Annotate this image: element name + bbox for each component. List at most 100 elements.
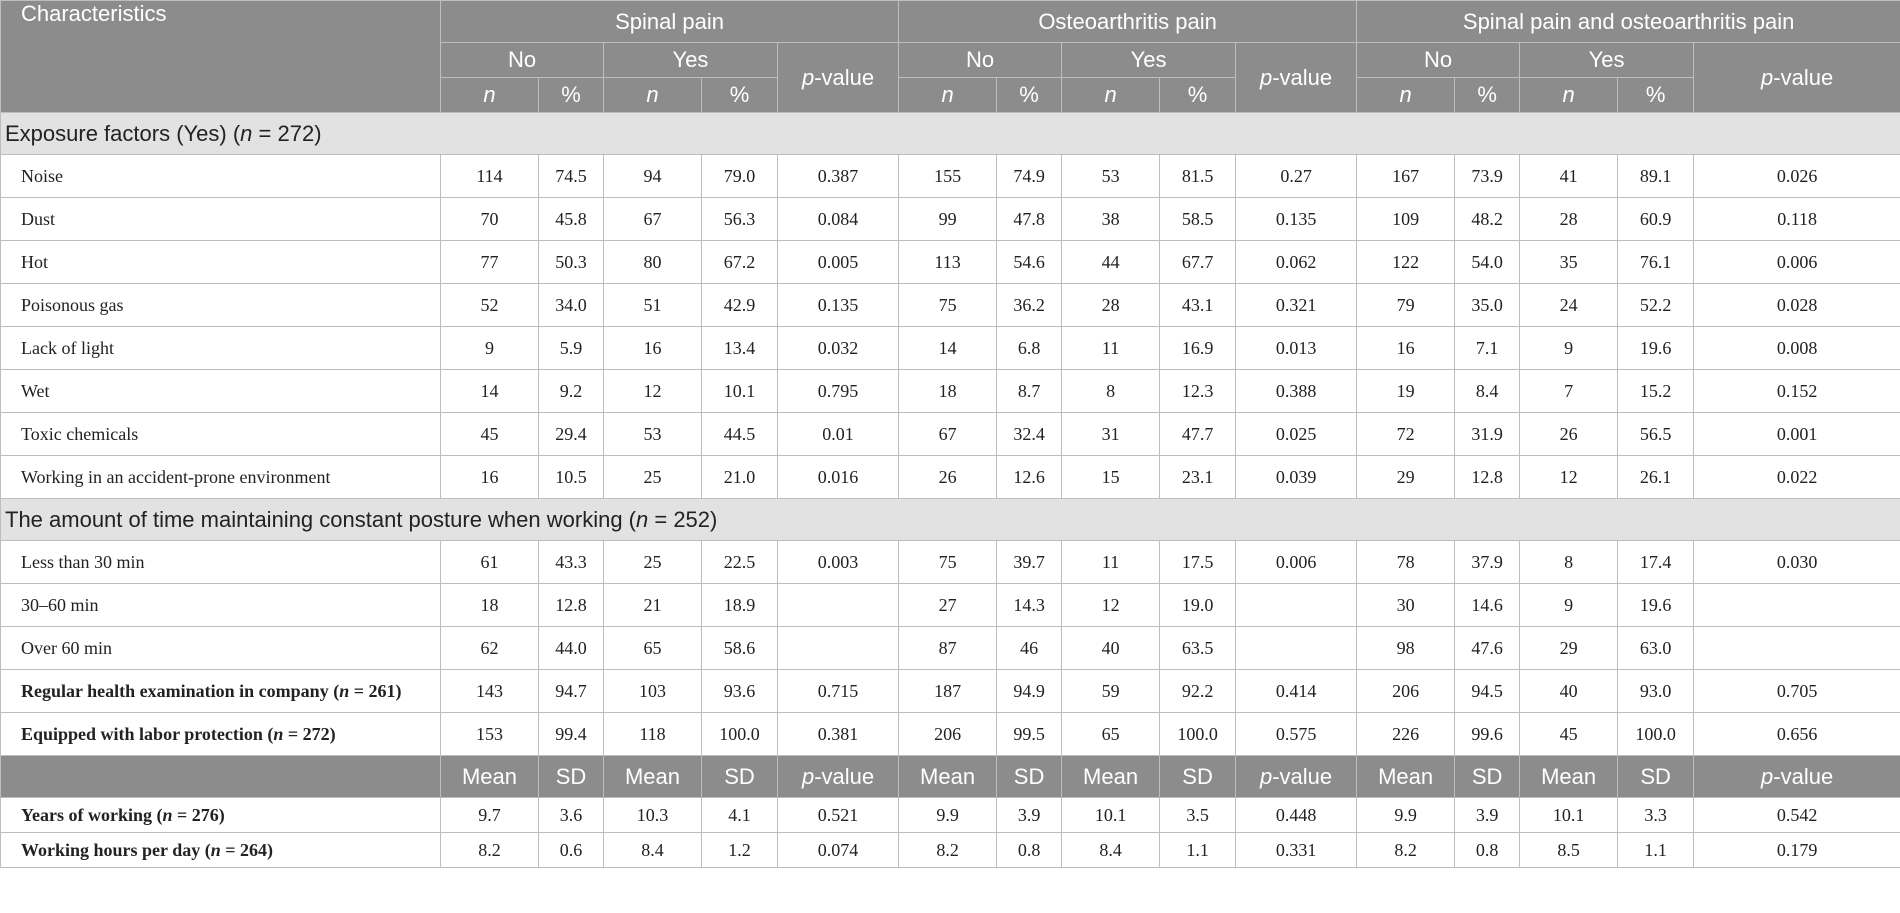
osteo-p-value-cell: 0.025 [1235,412,1358,456]
group-header-osteoarthritis: Osteoarthritis pain [898,0,1358,43]
spinal-yes-pct-cell: 44.5 [701,412,778,456]
osteo-yes-sd-cell: 3.5 [1159,797,1237,833]
section-row-exposure: Exposure factors (Yes) (n = 272) [0,112,1900,155]
spinal-p-value-cell: 0.005 [776,240,900,284]
osteo-yes-n-cell: 53 [1061,154,1161,198]
spinal-yes-n-cell: 51 [603,283,702,327]
spinal-p-value-cell: 0.715 [776,669,900,713]
table-row: Over 60 min 62 44.0 65 58.6 87 46 40 63.5 98 47.6 2… [0,626,1900,670]
spinal-yes-n-cell: 25 [603,455,702,499]
osteo-no-n-cell: 87 [898,626,998,670]
both-yes-pct-cell: 15.2 [1617,369,1695,413]
p-value-header: p-value [776,755,900,798]
both-yes-n-cell: 9 [1519,583,1619,627]
spinal-yes-n-cell: 80 [603,240,702,284]
osteo-no-sd-cell: 0.8 [996,832,1063,868]
spinal-yes-n-cell: 118 [603,712,702,756]
table-row: Toxic chemicals 45 29.4 53 44.5 0.01 67 32.4 31 4… [0,412,1900,456]
pct-header: % [701,77,778,113]
osteo-yes-n-cell: 28 [1061,283,1161,327]
section-title-exposure: Exposure factors (Yes) (n = 272) [0,112,1900,155]
table-row: Lack of light 9 5.9 16 13.4 0.032 14 6.8 11 16.9 0… [0,326,1900,370]
both-no-sd-cell: 0.8 [1454,832,1521,868]
both-yes-sd-cell: 1.1 [1617,832,1695,868]
spinal-no-mean-cell: 8.2 [440,832,539,868]
spinal-p-value-cell: 0.003 [776,540,900,584]
osteo-no-n-cell: 75 [898,540,998,584]
osteo-no-mean-cell: 9.9 [898,797,998,833]
spinal-no-n-cell: 143 [440,669,539,713]
both-p-value-cell: 0.705 [1693,669,1900,713]
row-label: Years of working (n = 276) [0,797,441,833]
both-no-pct-cell: 12.8 [1454,455,1521,499]
spinal-no-pct-cell: 50.3 [538,240,604,284]
osteo-no-pct-cell: 8.7 [996,369,1063,413]
sd-header: SD [1454,755,1521,798]
spinal-yes-pct-cell: 67.2 [701,240,778,284]
osteo-no-n-cell: 155 [898,154,998,198]
spinal-no-n-cell: 62 [440,626,539,670]
osteo-no-n-cell: 113 [898,240,998,284]
exposure-rows: Noise 114 74.5 94 79.0 0.387 155 74.9 53 81.5 0.27… [0,154,1900,499]
spinal-no-pct-cell: 99.4 [538,712,604,756]
osteo-no-n-cell: 187 [898,669,998,713]
both-yes-pct-cell: 63.0 [1617,626,1695,670]
p-value-header: p-value [1693,755,1900,798]
n-header: n [603,77,702,113]
both-yes-mean-cell: 10.1 [1519,797,1619,833]
spinal-no-sd-cell: 0.6 [538,832,604,868]
spinal-p-value-cell: 0.521 [776,797,900,833]
both-p-value-cell: 0.026 [1693,154,1900,198]
spinal-p-value-cell [776,626,900,670]
spinal-no-n-cell: 9 [440,326,539,370]
osteo-yes-pct-cell: 81.5 [1159,154,1237,198]
both-no-n-cell: 98 [1356,626,1456,670]
osteo-yes-pct-cell: 47.7 [1159,412,1237,456]
spinal-yes-n-cell: 12 [603,369,702,413]
mean-header: Mean [1356,755,1456,798]
spinal-no-n-cell: 45 [440,412,539,456]
both-no-pct-cell: 47.6 [1454,626,1521,670]
table-row: Less than 30 min 61 43.3 25 22.5 0.003 75 39.7 1… [0,540,1900,584]
pct-header: % [1159,77,1237,113]
both-yes-n-cell: 26 [1519,412,1619,456]
header-row-mean-sd: Mean SD Mean SD p-value Mean SD Mean SD … [0,755,1900,798]
mean-header: Mean [898,755,998,798]
both-yes-sd-cell: 3.3 [1617,797,1695,833]
osteo-no-pct-cell: 14.3 [996,583,1063,627]
osteo-yes-n-cell: 8 [1061,369,1161,413]
osteo-no-pct-cell: 6.8 [996,326,1063,370]
osteo-p-value-cell: 0.135 [1235,197,1358,241]
spinal-no-n-cell: 14 [440,369,539,413]
osteo-p-value-cell [1235,583,1358,627]
both-no-n-cell: 78 [1356,540,1456,584]
both-no-n-cell: 109 [1356,197,1456,241]
row-label: Regular health examination in company (n… [0,669,441,713]
osteo-yes-pct-cell: 92.2 [1159,669,1237,713]
osteo-yes-n-cell: 11 [1061,540,1161,584]
data-table: Characteristics Spinal pain Osteoarthrit… [0,0,1900,868]
spinal-p-value-cell: 0.135 [776,283,900,327]
spinal-yes-n-cell: 67 [603,197,702,241]
osteo-yes-pct-cell: 17.5 [1159,540,1237,584]
osteo-yes-n-cell: 15 [1061,455,1161,499]
both-yes-pct-cell: 52.2 [1617,283,1695,327]
osteo-yes-pct-cell: 23.1 [1159,455,1237,499]
both-yes-pct-cell: 56.5 [1617,412,1695,456]
spinal-yes-n-cell: 53 [603,412,702,456]
spinal-no-pct-cell: 94.7 [538,669,604,713]
osteo-yes-pct-cell: 100.0 [1159,712,1237,756]
both-yes-n-cell: 12 [1519,455,1619,499]
group-header-both: Spinal pain and osteoarthritis pain [1356,0,1900,43]
spinal-p-value-cell: 0.032 [776,326,900,370]
osteo-no-pct-cell: 36.2 [996,283,1063,327]
osteo-p-value-cell: 0.039 [1235,455,1358,499]
osteo-yes-n-cell: 31 [1061,412,1161,456]
both-yes-pct-cell: 26.1 [1617,455,1695,499]
row-label: Working hours per day (n = 264) [0,832,441,868]
table-row: Equipped with labor protection (n = 272)… [0,712,1900,756]
n-header: n [1356,77,1456,113]
both-yes-pct-cell: 76.1 [1617,240,1695,284]
n-header: n [898,77,998,113]
osteo-no-pct-cell: 99.5 [996,712,1063,756]
